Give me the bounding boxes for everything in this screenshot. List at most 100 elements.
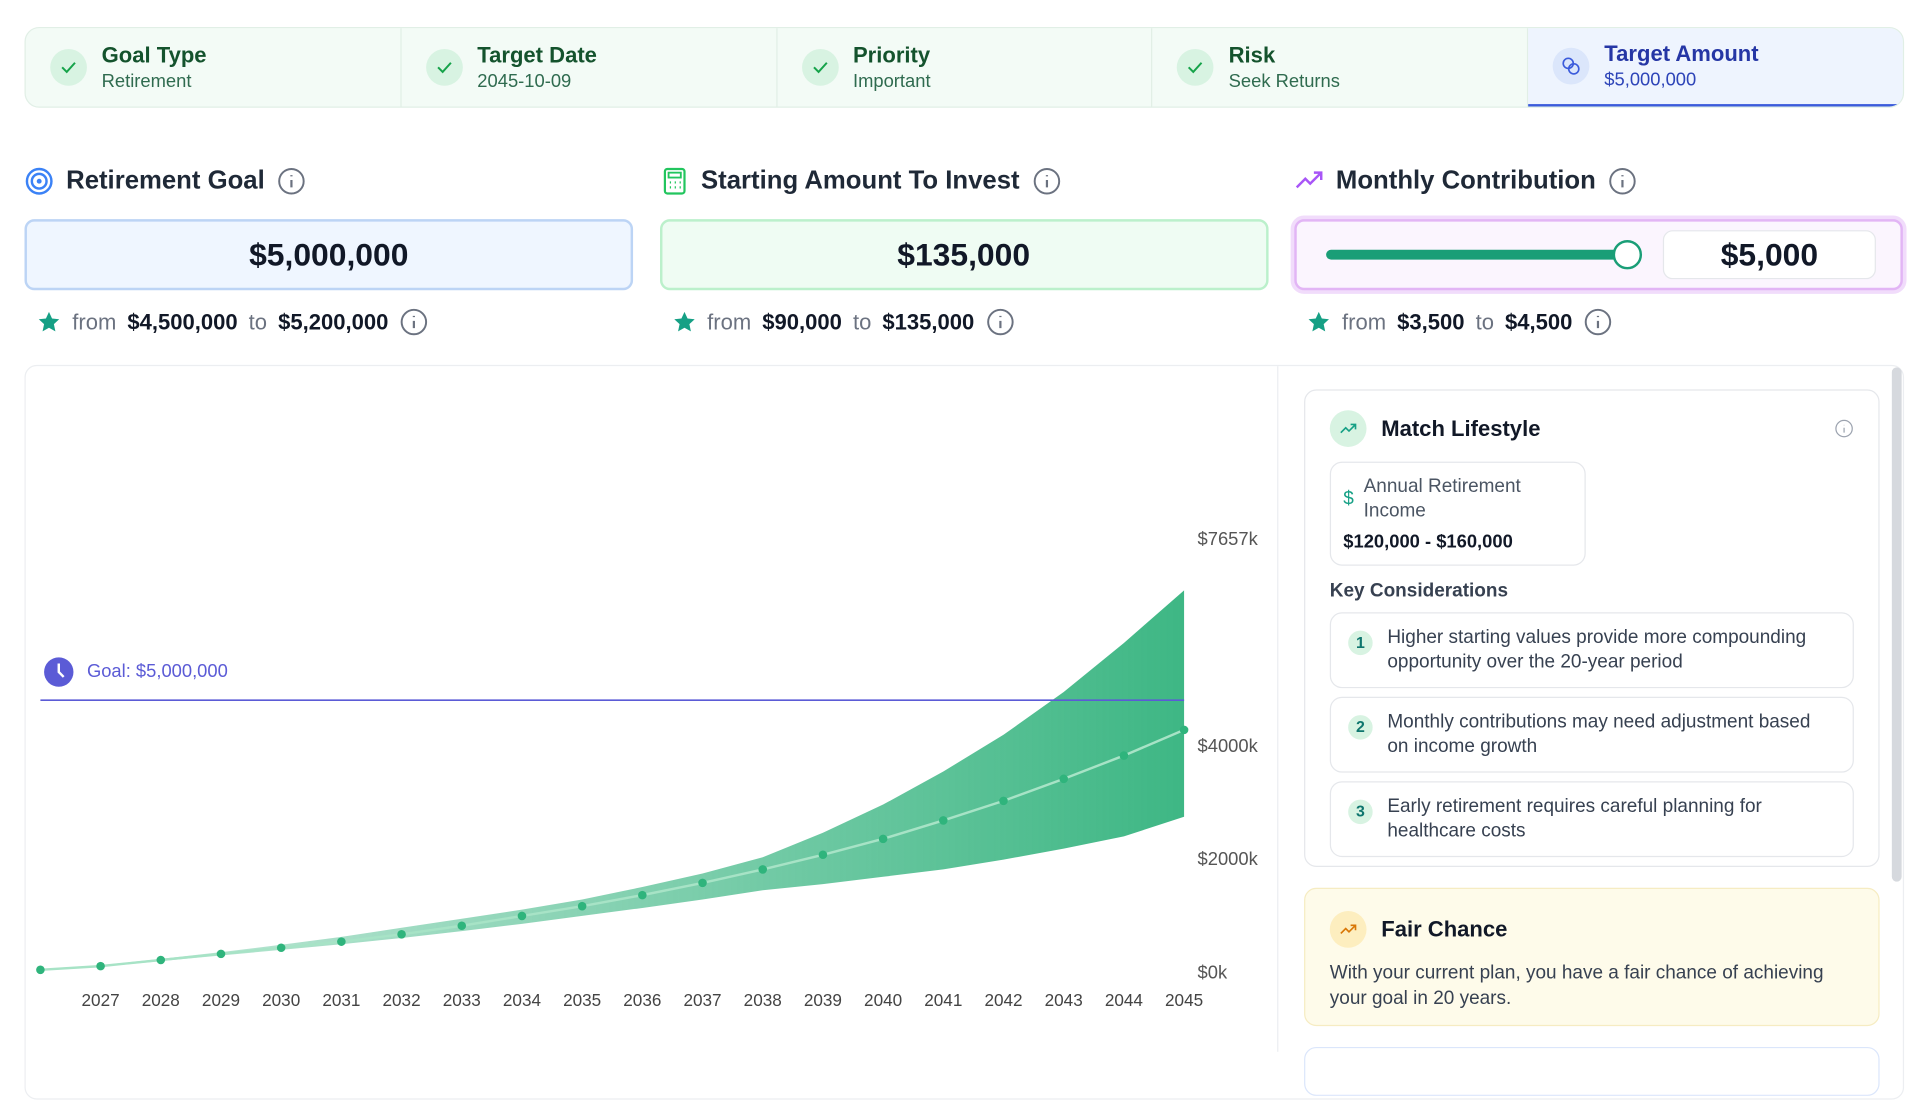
range-to: to (1475, 309, 1494, 334)
step-text: Priority Important (853, 43, 931, 92)
icon-path (669, 181, 681, 189)
next-card (1304, 1046, 1880, 1096)
icon-path (1584, 308, 1612, 336)
data-point (1119, 751, 1129, 760)
x-tick-label: 2041 (924, 990, 962, 1010)
step-title: Priority (852, 42, 931, 68)
input-box[interactable]: $135,000 (659, 219, 1268, 291)
x-tick-label: 2034 (503, 990, 542, 1010)
step-text: Risk Seek Returns (1229, 43, 1340, 92)
range-low: $4,500,000 (127, 309, 238, 334)
consideration-number: 1 (1348, 630, 1373, 656)
range-from: from (72, 309, 117, 334)
icon-path (673, 311, 695, 332)
data-point (1179, 725, 1189, 735)
consideration-text: Early retirement requires careful planni… (1387, 795, 1762, 842)
step-value: Seek Returns (1228, 71, 1340, 92)
info-icon[interactable] (985, 307, 1014, 336)
data-point (337, 937, 346, 946)
input-column: Starting Amount To Invest $135,000 from $90… (659, 162, 1268, 337)
icon-path (36, 178, 42, 184)
x-tick-label: 2028 (142, 990, 180, 1010)
range-to: to (852, 309, 872, 334)
info-icon[interactable] (1583, 307, 1612, 336)
icon-path (1188, 62, 1203, 74)
icon-path (1568, 63, 1580, 75)
range-from: from (707, 309, 752, 334)
icon-path (663, 167, 685, 195)
x-tick-label: 2045 (1165, 990, 1203, 1010)
input-title-row: Retirement Goal (24, 162, 633, 201)
x-tick-label: 2027 (82, 990, 120, 1010)
step-text: Goal Type Retirement (102, 43, 207, 92)
icon-path (986, 308, 1014, 336)
step-title: Target Amount (1604, 41, 1759, 67)
y-tick-label: $7657k (1198, 528, 1259, 549)
data-point (818, 850, 828, 860)
data-point (36, 965, 45, 975)
x-tick-label: 2035 (563, 990, 601, 1010)
info-icon[interactable] (1834, 419, 1854, 439)
slider[interactable] (1326, 240, 1643, 270)
app: Goal Type Retirement Target Date 2045-10-09… (24, 26, 1905, 1100)
title-icon (663, 167, 685, 195)
range-low: $3,500 (1397, 309, 1465, 334)
icon-path (1340, 924, 1357, 935)
range-band (40, 590, 1185, 970)
step-value: 2045-10-09 (477, 71, 572, 92)
input-box: $5,000 (1294, 219, 1903, 291)
info-icon[interactable] (399, 307, 428, 336)
input-box[interactable]: $5,000,000 (24, 219, 634, 291)
lifestyle-card: Match Lifestyle $ Annual Retirement Incom… (1304, 389, 1880, 867)
x-tick-label: 2029 (202, 990, 240, 1010)
range-high: $4,500 (1504, 309, 1573, 334)
data-point (878, 834, 888, 844)
data-point (1059, 774, 1068, 784)
icon-path (667, 171, 682, 179)
icon-path (38, 311, 60, 332)
info-icon[interactable] (277, 167, 306, 196)
card-title: Match Lifestyle (1381, 415, 1541, 441)
step: Target Amount $5,000,000 (1528, 28, 1903, 107)
star-icon (1308, 311, 1329, 332)
step-icon (1177, 48, 1214, 86)
icon-path (437, 62, 452, 74)
consideration-number: 3 (1348, 799, 1373, 825)
icon-path (30, 172, 48, 190)
dollar-icon: $ (1343, 488, 1354, 510)
star-icon (38, 311, 60, 332)
info-icon[interactable] (1608, 167, 1637, 196)
info-icon[interactable] (1032, 167, 1061, 196)
value-input[interactable]: $5,000 (1662, 230, 1876, 280)
slider-knob[interactable] (1612, 240, 1643, 270)
x-tick-label: 2033 (443, 990, 481, 1010)
step-title: Target Date (477, 42, 597, 68)
step-icon-glyph (61, 62, 76, 74)
icon-path (1033, 168, 1060, 195)
trend-icon (1340, 924, 1357, 935)
input-column: Monthly Contribution $5,000 from $3,500 to $4… (1294, 162, 1903, 337)
consideration-text: Higher starting values provide more comp… (1387, 626, 1807, 673)
icon-path (400, 308, 428, 336)
input-value: $135,000 (897, 235, 1031, 273)
x-tick-label: 2037 (683, 990, 721, 1010)
income-value: $120,000 - $160,000 (1343, 531, 1513, 553)
step-icon (1552, 47, 1590, 85)
step-title: Goal Type (101, 42, 207, 68)
step-icon-glyph (812, 62, 828, 74)
consideration-text: Monthly contributions may need adjustmen… (1387, 711, 1811, 757)
y-tick-label: $4000k (1198, 735, 1259, 756)
data-point (698, 878, 707, 888)
data-point (96, 961, 105, 971)
card-header: Fair Chance (1329, 911, 1854, 948)
data-point (939, 816, 948, 825)
input-value: $5,000,000 (249, 235, 409, 273)
range-high: $5,200,000 (278, 309, 389, 334)
icon-path (1340, 423, 1357, 434)
icon-path (61, 62, 76, 74)
data-point (397, 930, 406, 939)
x-tick-label: 2036 (623, 990, 661, 1010)
scrollbar[interactable] (1891, 367, 1902, 882)
star-icon (673, 311, 695, 332)
card-header: Match Lifestyle (1329, 410, 1854, 447)
